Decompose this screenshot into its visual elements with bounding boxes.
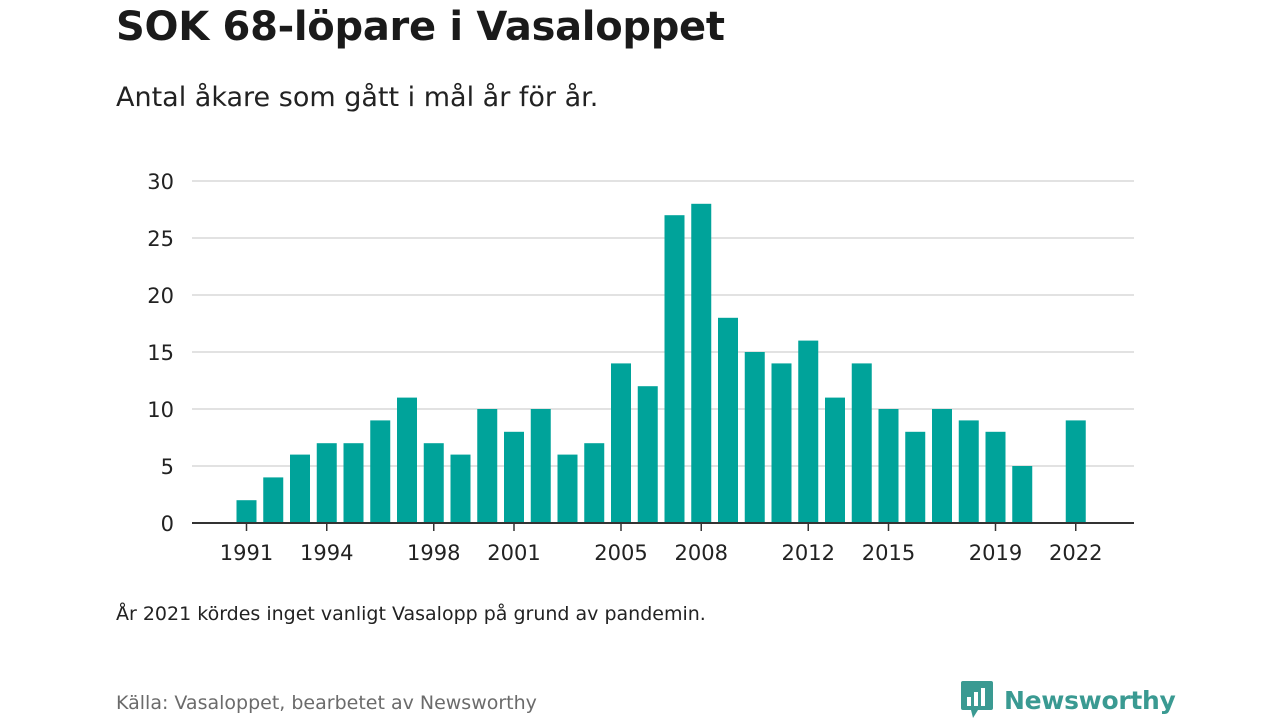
y-tick-label: 10 [147,398,174,422]
chart-subtitle: Antal åkare som gått i mål år för år. [116,82,599,113]
chart-title: SOK 68-löpare i Vasaloppet [116,4,725,50]
y-tick-label: 0 [161,512,174,536]
brand-logo[interactable]: Newsworthy [960,680,1176,720]
bars [236,203,1086,524]
bar-2022 [1065,420,1086,523]
x-tick-label: 1998 [407,541,460,565]
bar-2007 [664,215,685,523]
bar-2009 [718,317,738,523]
x-tick-label: 1994 [300,541,353,565]
bar-2000 [477,409,498,523]
x-tick-label: 1991 [220,541,273,565]
x-tick-label: 2015 [862,541,915,565]
bar-2018 [958,420,979,523]
y-tick-label: 20 [147,284,174,308]
bar-1995 [343,443,364,523]
x-tick-label: 2022 [1049,541,1102,565]
bar-2020 [1012,466,1033,523]
bar-1994 [316,443,337,523]
x-tick-label: 2005 [594,541,647,565]
bar-2015 [878,409,899,523]
y-tick-label: 25 [147,227,174,251]
bar-2017 [932,409,952,523]
bar-2012 [798,340,819,523]
x-axis-labels: 1991 1994 1998 2001 2005 2008 2012 2015 2019 2022 [220,541,1103,565]
bar-1993 [290,454,310,523]
bar-2004 [584,443,605,523]
brand-name: Newsworthy [1004,685,1176,715]
bar-1996 [370,420,391,523]
source-text: Källa: Vasaloppet, bearbetet av Newswort… [116,692,537,714]
bar-1997 [397,397,417,523]
bar-2014 [851,363,872,523]
y-axis-labels: 0 5 10 15 20 25 30 [147,170,174,536]
bar-2013 [825,397,845,523]
bar-2016 [905,431,926,523]
x-tick-label: 2019 [969,541,1022,565]
bar-2006 [637,386,658,523]
bar-2019 [985,431,1006,523]
bar-2002 [530,409,551,523]
bar-1998 [423,443,444,523]
bar-2003 [557,454,578,523]
y-tick-label: 5 [161,455,174,479]
bar-2011 [771,363,792,523]
newsworthy-logo-icon [961,681,993,718]
y-tick-label: 30 [147,170,174,194]
bar-1992 [263,477,284,523]
gridlines [192,180,1134,467]
bar-2001 [504,431,524,523]
bar-1991 [236,500,257,523]
bar-2008 [691,203,712,524]
x-tick-label: 2001 [487,541,540,565]
bar-chart: 0 5 10 15 20 25 30 1991 1994 1998 2001 2005 2008 201… [147,170,1134,565]
x-tick-label: 2012 [782,541,835,565]
bar-1999 [450,454,471,523]
chart-note: År 2021 kördes inget vanligt Vasalopp på… [116,603,706,625]
x-tick-label: 2008 [675,541,728,565]
x-axis [192,522,1134,531]
bar-2010 [744,352,765,523]
y-tick-label: 15 [147,341,174,365]
bar-2005 [611,363,631,523]
